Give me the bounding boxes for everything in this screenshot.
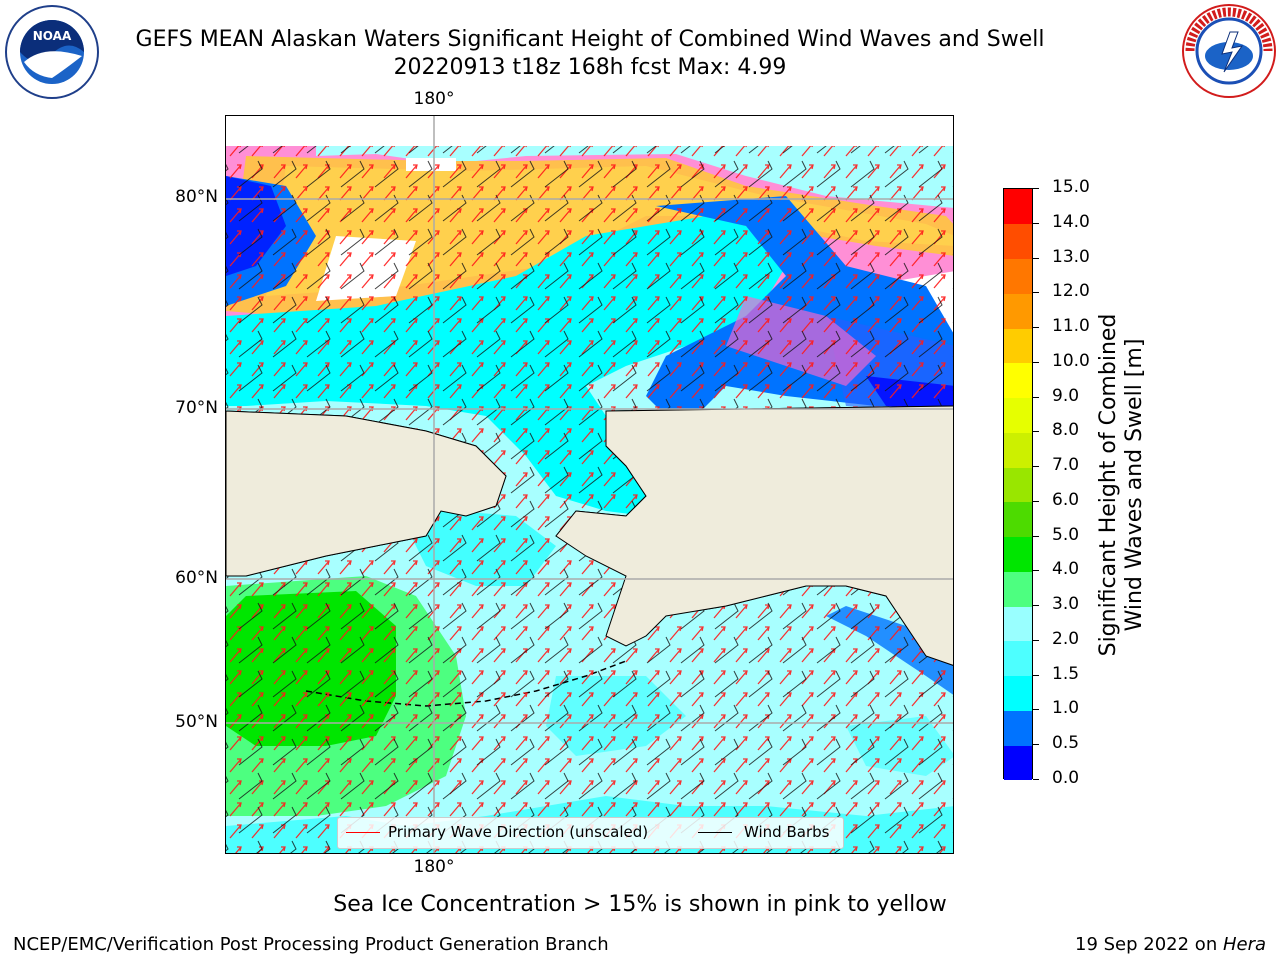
colorbar-tick	[1033, 431, 1039, 433]
colorbar-tick	[1033, 188, 1039, 189]
colorbar-segment	[1004, 536, 1032, 572]
colorbar-tick	[1033, 257, 1039, 259]
colorbar-tick	[1033, 361, 1039, 363]
colorbar-segment	[1004, 501, 1032, 538]
colorbar-tick	[1033, 396, 1039, 398]
colorbar-tick	[1033, 779, 1039, 780]
colorbar-tick	[1033, 222, 1039, 224]
colorbar-tick	[1033, 500, 1039, 502]
colorbar-segment	[1004, 397, 1032, 433]
map-panel	[225, 115, 954, 854]
colorbar-tick	[1033, 570, 1039, 572]
lat-label-70: 70°N	[175, 398, 218, 418]
colorbar-segment	[1004, 432, 1032, 468]
chart-title: GEFS MEAN Alaskan Waters Significant Hei…	[135, 27, 1045, 52]
graticule	[226, 116, 953, 853]
colorbar-segment	[1004, 745, 1032, 781]
colorbar-segment	[1004, 293, 1032, 329]
colorbar-segment	[1004, 571, 1032, 607]
lon-label-top: 180°	[413, 89, 455, 109]
wind-barbs-legend-label: Wind Barbs	[744, 823, 830, 841]
colorbar-segment	[1004, 223, 1032, 259]
colorbar-tick-label: 9.0	[1052, 385, 1080, 406]
colorbar-segment	[1004, 640, 1032, 677]
colorbar-tick-label: 4.0	[1052, 559, 1080, 580]
colorbar-tick	[1033, 744, 1039, 746]
colorbar-segment	[1004, 328, 1032, 364]
colorbar-segment	[1004, 675, 1032, 711]
nws-logo	[1180, 2, 1278, 104]
wave-direction-legend-swatch	[346, 832, 380, 833]
colorbar-tick	[1033, 674, 1039, 676]
colorbar-tick-label: 12.0	[1052, 281, 1090, 302]
colorbar-tick-label: 1.5	[1052, 663, 1080, 684]
colorbar-segment	[1004, 710, 1032, 746]
lat-label-80: 80°N	[175, 187, 218, 207]
land-alaska	[555, 405, 953, 666]
colorbar-tick-label: 3.0	[1052, 594, 1080, 615]
colorbar-tick	[1033, 639, 1039, 641]
colorbar-title-line1: Significant Height of Combined	[1096, 313, 1121, 657]
colorbar-segment	[1004, 606, 1032, 642]
colorbar-tick-label: 0.0	[1052, 768, 1080, 788]
colorbar-tick-label: 10.0	[1052, 350, 1090, 371]
colorbar-tick-label: 0.5	[1052, 733, 1080, 754]
colorbar-tick-label: 6.0	[1052, 489, 1080, 510]
colorbar-tick-label: 14.0	[1052, 211, 1090, 232]
colorbar-tick	[1033, 605, 1039, 607]
colorbar-tick-label: 15.0	[1052, 177, 1090, 197]
wave-height-map	[226, 116, 953, 853]
colorbar-tick	[1033, 292, 1039, 294]
colorbar-tick-label: 11.0	[1052, 316, 1090, 337]
land-siberia	[226, 410, 507, 577]
noaa-logo: NOAA	[4, 4, 100, 104]
colorbar-tick-label: 5.0	[1052, 524, 1080, 545]
colorbar	[1003, 188, 1033, 781]
chart-subtitle: 20220913 t18z 168h fcst Max: 4.99	[393, 55, 787, 80]
sea-ice-footnote: Sea Ice Concentration > 15% is shown in …	[333, 892, 947, 917]
colorbar-tick-label: 13.0	[1052, 246, 1090, 267]
credit-date-text: 19 Sep 2022 on	[1075, 934, 1223, 955]
svg-text:NOAA: NOAA	[33, 29, 72, 43]
colorbar-tick	[1033, 466, 1039, 468]
colorbar-segment	[1004, 467, 1032, 503]
map-legend: Primary Wave Direction (unscaled) Wind B…	[337, 817, 844, 849]
credit-branch: NCEP/EMC/Verification Post Processing Pr…	[13, 934, 609, 955]
colorbar-title-line2: Wind Waves and Swell [m]	[1122, 338, 1147, 632]
wind-barbs-legend-swatch	[698, 832, 732, 833]
colorbar-tick	[1033, 327, 1039, 329]
credit-date: 19 Sep 2022 on Hera	[1075, 934, 1266, 955]
credit-machine: Hera	[1222, 934, 1266, 955]
lat-label-60: 60°N	[175, 568, 218, 588]
lat-label-50: 50°N	[175, 712, 218, 732]
colorbar-tick-label: 1.0	[1052, 698, 1080, 719]
colorbar-tick	[1033, 535, 1039, 537]
colorbar-title: Significant Height of Combined Wind Wave…	[1096, 314, 1148, 657]
wave-direction-legend-label: Primary Wave Direction (unscaled)	[388, 823, 649, 841]
colorbar-segment	[1004, 258, 1032, 294]
lon-label-bottom: 180°	[413, 857, 455, 877]
colorbar-tick	[1033, 709, 1039, 711]
colorbar-tick-label: 8.0	[1052, 420, 1080, 441]
colorbar-tick-label: 7.0	[1052, 455, 1080, 476]
colorbar-segment	[1004, 362, 1032, 399]
colorbar-segment	[1004, 189, 1032, 225]
colorbar-tick-label: 2.0	[1052, 628, 1080, 649]
